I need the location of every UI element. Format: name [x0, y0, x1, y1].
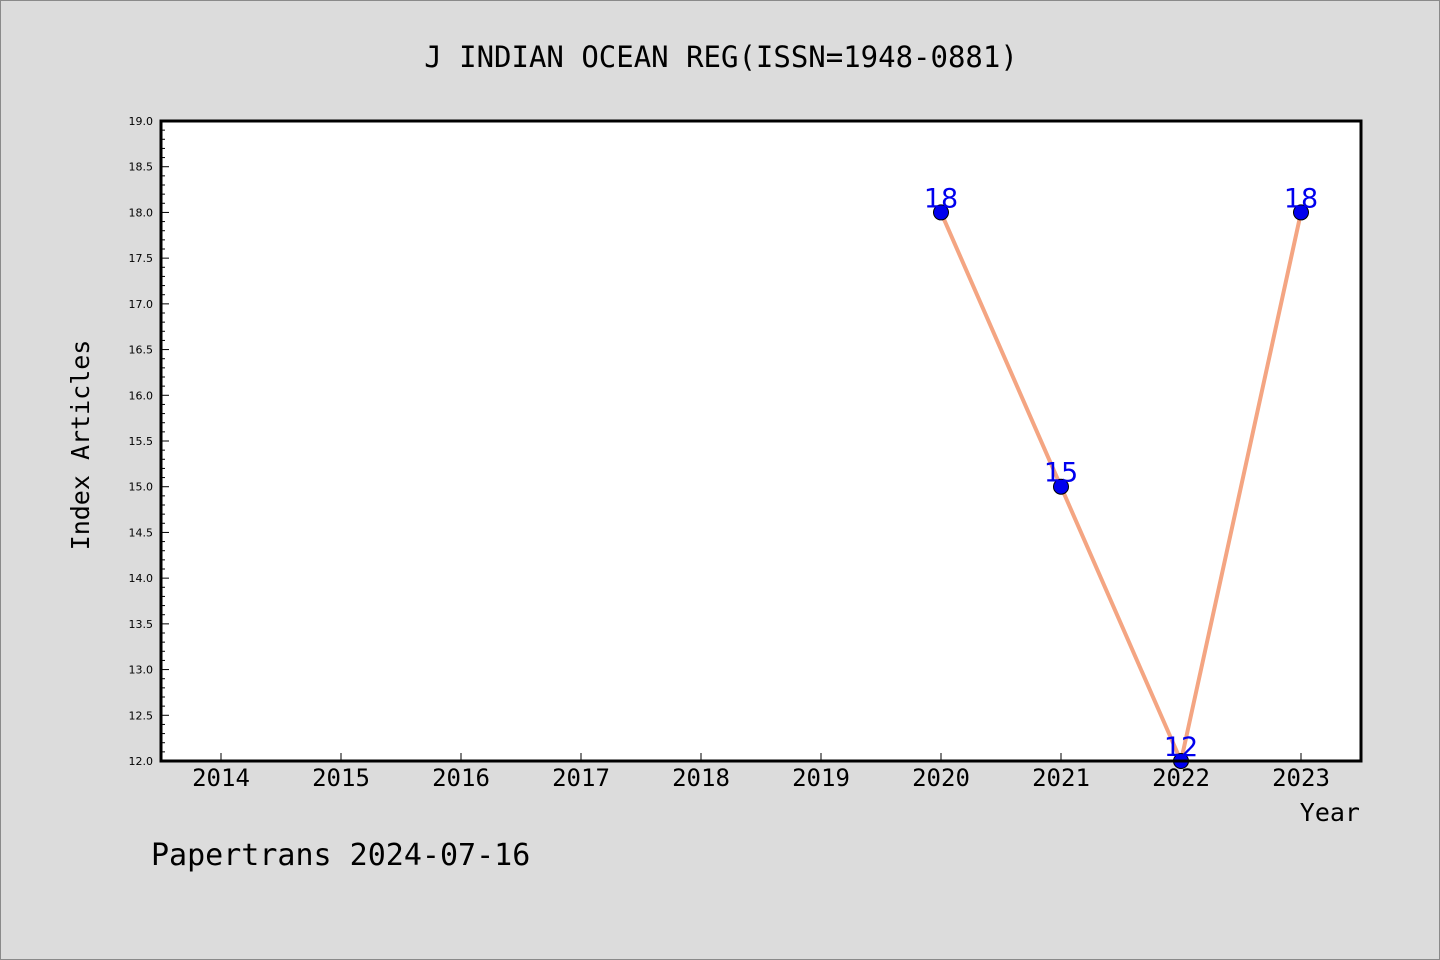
y-tick-label: 15.0: [129, 481, 154, 494]
data-label: 18: [924, 183, 958, 214]
x-tick-label: 2021: [1032, 764, 1090, 792]
y-tick-label: 15.5: [129, 435, 154, 448]
y-tick-label: 18.0: [129, 206, 154, 219]
x-tick-label: 2014: [192, 764, 250, 792]
data-series: 18 15 12 18: [924, 183, 1318, 769]
data-point: [1293, 204, 1309, 221]
y-tick-label: 13.5: [129, 618, 154, 631]
data-point: [1053, 478, 1069, 495]
y-tick-label: 12.0: [129, 755, 154, 768]
y-tick-label: 14.5: [129, 526, 154, 539]
y-tick-label: 13.0: [129, 664, 154, 677]
data-label: 12: [1164, 732, 1198, 763]
x-tick-label: 2015: [312, 764, 370, 792]
plot-frame: [159, 119, 1363, 763]
y-tick-label: 16.0: [129, 389, 154, 402]
data-point: [933, 204, 949, 221]
chart-title: J INDIAN OCEAN REG(ISSN=1948-0881): [424, 40, 1018, 74]
y-tick-label: 18.5: [129, 161, 154, 174]
y-tick-label: 16.5: [129, 344, 154, 357]
y-axis-ticks: 12.0 12.5 13.0 13.5 14.0 14.5 15.0 15.5 16.0 16.5…: [129, 115, 169, 768]
x-axis-ticks: 2014 2015 2016 2017 2018 2019 2020 2021 2022 2023: [192, 753, 1330, 792]
x-tick-label: 2018: [672, 764, 730, 792]
x-tick-label: 2019: [792, 764, 850, 792]
x-tick-label: 2020: [912, 764, 970, 792]
y-tick-label: 19.0: [129, 115, 154, 128]
series-line: [939, 211, 1303, 763]
y-tick-label: 17.5: [129, 252, 154, 265]
y-tick-label: 12.5: [129, 709, 154, 722]
y-axis-label: Index Articles: [66, 340, 95, 551]
x-tick-label: 2016: [432, 764, 490, 792]
data-label: 18: [1284, 183, 1318, 214]
x-axis-label: Year: [1300, 798, 1360, 827]
plot-area: [161, 121, 1361, 761]
footer-source-date: Papertrans 2024-07-16: [151, 838, 530, 873]
data-label: 15: [1044, 458, 1078, 489]
x-tick-label: 2023: [1272, 764, 1330, 792]
y-tick-label: 17.0: [129, 298, 154, 311]
y-tick-label: 14.0: [129, 572, 154, 585]
x-tick-label: 2017: [552, 764, 610, 792]
